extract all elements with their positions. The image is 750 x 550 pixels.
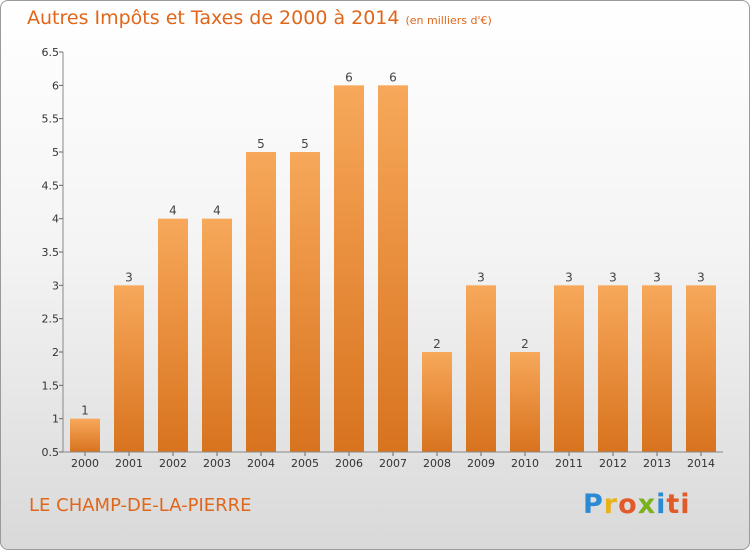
data-label-2006: 6 [345, 70, 353, 84]
y-tick-label: 2 [52, 346, 59, 359]
bar-2002 [158, 218, 188, 452]
data-label-2010: 2 [521, 337, 529, 351]
y-tick-label: 3 [52, 279, 59, 292]
bar-2001 [114, 285, 144, 452]
x-tick-label: 2007 [379, 457, 407, 470]
data-label-2002: 4 [169, 204, 177, 218]
x-tick-label: 2005 [291, 457, 319, 470]
y-tick-label: 5.5 [42, 113, 60, 126]
bar-2005 [290, 152, 320, 452]
bar-2006 [334, 85, 364, 452]
bar-2010 [510, 352, 540, 452]
bar-2000 [70, 418, 100, 452]
data-label-2011: 3 [565, 270, 573, 284]
data-label-2004: 5 [257, 137, 265, 151]
x-tick-label: 2003 [203, 457, 231, 470]
bar-2011 [554, 285, 584, 452]
y-tick-label: 6.5 [42, 46, 60, 59]
data-label-2000: 1 [81, 404, 89, 418]
data-label-2008: 2 [433, 337, 441, 351]
y-tick-label: 4 [52, 213, 59, 226]
data-label-2003: 4 [213, 204, 221, 218]
bar-2004 [246, 152, 276, 452]
y-tick-label: 0.5 [42, 446, 60, 459]
proxiti-logo: Proxiti [583, 489, 691, 520]
x-tick-label: 2010 [511, 457, 539, 470]
y-tick-label: 4.5 [42, 179, 60, 192]
x-tick-label: 2013 [643, 457, 671, 470]
y-tick-label: 1 [52, 413, 59, 426]
location-name: LE CHAMP-DE-LA-PIERRE [29, 495, 252, 516]
bar-2008 [422, 352, 452, 452]
bar-2009 [466, 285, 496, 452]
x-tick-label: 2012 [599, 457, 627, 470]
chart-subtitle: (en milliers d'€) [405, 14, 492, 27]
y-tick-label: 1.5 [42, 379, 60, 392]
x-tick-label: 2006 [335, 457, 363, 470]
y-tick-label: 2.5 [42, 313, 60, 326]
x-tick-label: 2011 [555, 457, 583, 470]
x-tick-label: 2000 [71, 457, 99, 470]
y-tick-label: 3.5 [42, 246, 60, 259]
x-tick-label: 2009 [467, 457, 495, 470]
y-tick-label: 5 [52, 146, 59, 159]
x-tick-label: 2008 [423, 457, 451, 470]
y-tick-label: 6 [52, 79, 59, 92]
data-label-2009: 3 [477, 270, 485, 284]
bar-2014 [686, 285, 716, 452]
bar-2007 [378, 85, 408, 452]
bar-2012 [598, 285, 628, 452]
data-label-2012: 3 [609, 270, 617, 284]
x-tick-label: 2002 [159, 457, 187, 470]
bar-2013 [642, 285, 672, 452]
data-label-2005: 5 [301, 137, 309, 151]
x-tick-label: 2014 [687, 457, 715, 470]
data-label-2007: 6 [389, 70, 397, 84]
data-label-2014: 3 [697, 270, 705, 284]
chart-title: Autres Impôts et Taxes de 2000 à 2014 (en… [27, 7, 492, 29]
chart-title-text: Autres Impôts et Taxes de 2000 à 2014 [27, 7, 400, 29]
bar-2003 [202, 218, 232, 452]
x-tick-label: 2001 [115, 457, 143, 470]
x-tick-label: 2004 [247, 457, 275, 470]
data-label-2001: 3 [125, 270, 133, 284]
data-label-2013: 3 [653, 270, 661, 284]
